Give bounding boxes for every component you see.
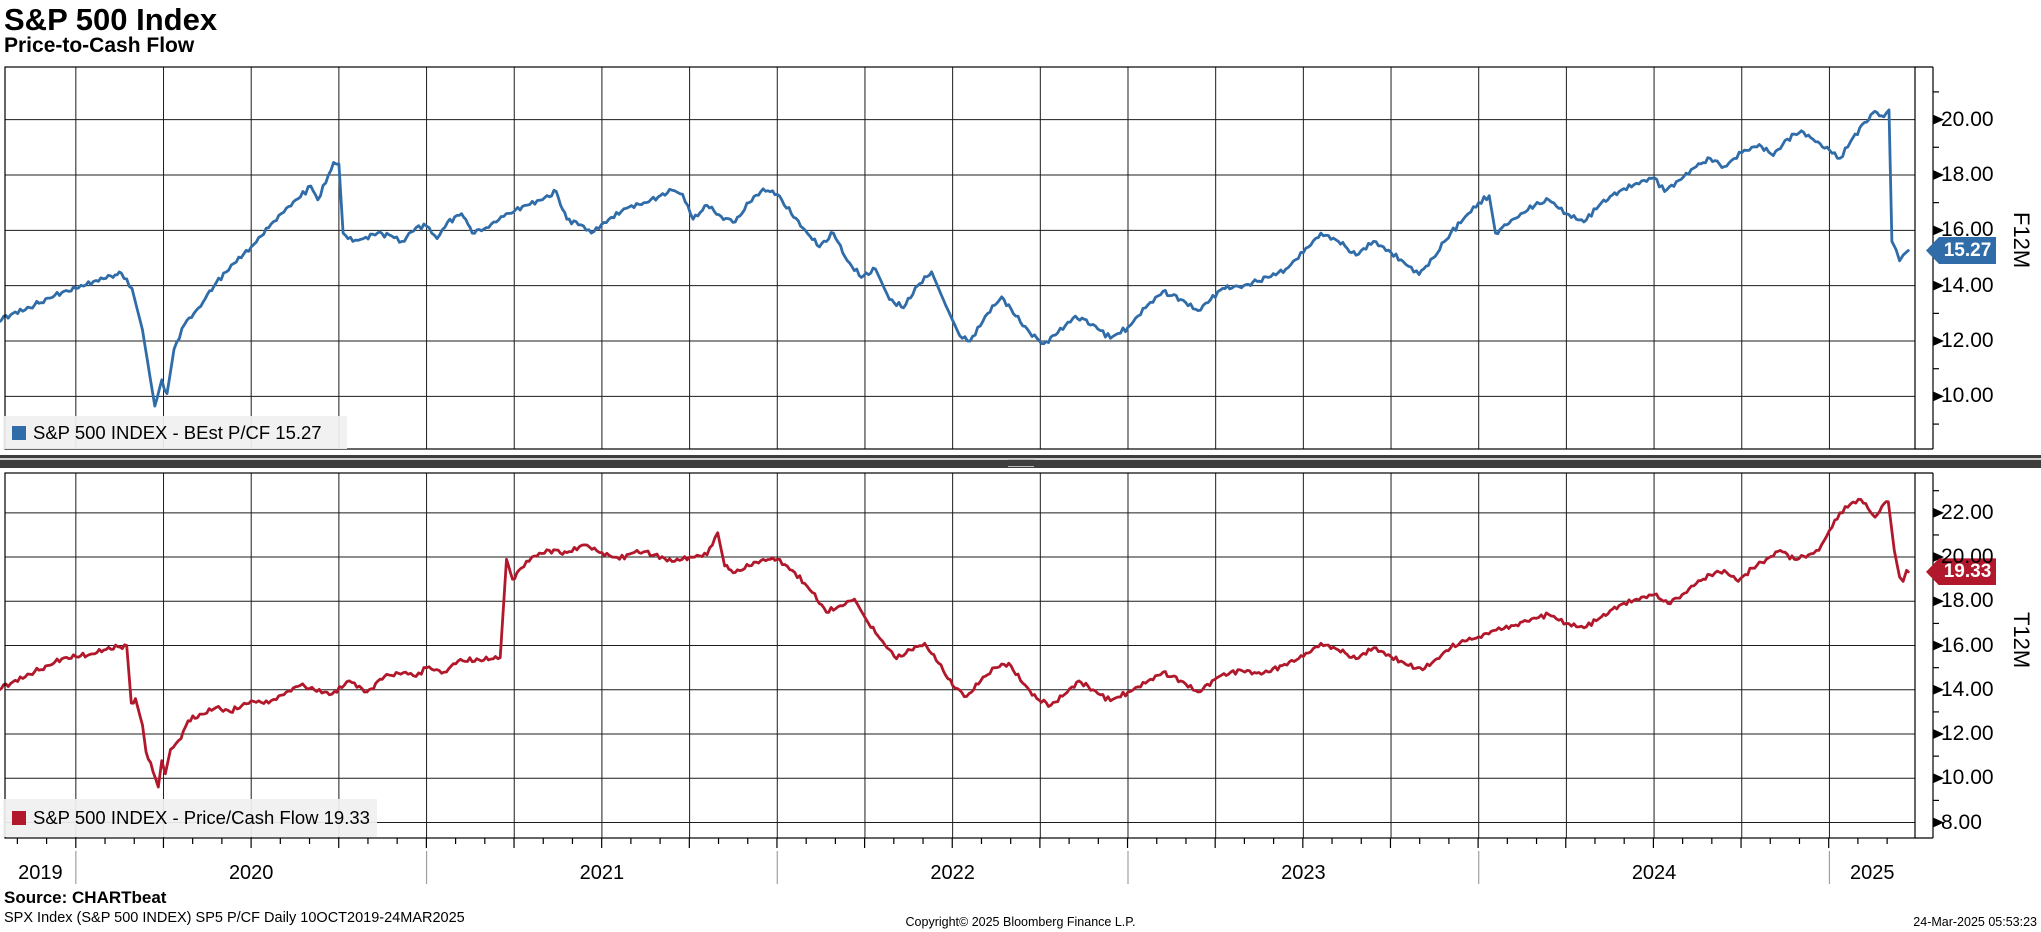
last-price-value-bottom: 19.33 <box>1943 560 1992 582</box>
legend-bottom-panel[interactable]: S&P 500 INDEX - Price/Cash Flow 19.33 <box>3 799 377 837</box>
divider-stripe <box>0 458 2041 460</box>
last-price-flag-top: 15.27 <box>1926 237 1996 265</box>
y-axis-title-top: F12M <box>2009 212 2034 269</box>
copyright-note: Copyright© 2025 Bloomberg Finance L.P. <box>905 915 1136 929</box>
major-tick-arrow-icon <box>1933 773 1944 784</box>
y-axis-label-top: 14.00 <box>1941 273 1994 297</box>
y-axis-label-top: 12.00 <box>1941 329 1994 353</box>
major-tick-arrow-icon <box>1933 817 1944 828</box>
major-tick-arrow-icon <box>1933 552 1944 563</box>
major-tick-arrow-icon <box>1933 596 1944 607</box>
x-axis-label-year: 2019 <box>18 862 63 884</box>
last-price-flag-bottom: 19.33 <box>1926 558 1996 586</box>
y-axis-label-bottom: 12.00 <box>1941 722 1994 746</box>
y-axis-label-bottom: 8.00 <box>1941 810 1982 834</box>
ticker-description: SPX Index (S&P 500 INDEX) SP5 P/CF Daily… <box>4 910 465 926</box>
panel-divider[interactable] <box>0 452 2041 470</box>
red-series-swatch-icon <box>12 811 26 825</box>
major-tick-arrow-icon <box>1933 684 1944 695</box>
major-tick-arrow-icon <box>1933 169 1944 180</box>
blue-series-swatch-icon <box>12 425 26 440</box>
legend-bottom-label: S&P 500 INDEX - Price/Cash Flow 19.33 <box>33 807 370 828</box>
x-axis-label-year: 2023 <box>1281 862 1326 884</box>
page-subtitle: Price-to-Cash Flow <box>4 34 195 57</box>
series-line-bottom <box>0 497 1910 789</box>
legend-top-panel[interactable]: S&P 500 INDEX - BEst P/CF 15.27 <box>3 416 347 449</box>
y-axis-label-bottom: 10.00 <box>1941 766 1994 790</box>
series-line-top <box>0 108 1910 408</box>
y-axis-label-bottom: 18.00 <box>1941 589 1994 613</box>
panel-frame-top <box>4 66 1916 450</box>
major-tick-arrow-icon <box>1933 336 1944 347</box>
timestamp: 24-Mar-2025 05:53:23 <box>1913 915 2037 929</box>
y-axis-label-bottom: 22.00 <box>1941 500 1994 524</box>
y-axis-label-top: 16.00 <box>1941 218 1994 242</box>
gridlines-bottom <box>5 473 1915 838</box>
y-axis-label-top: 10.00 <box>1941 384 1994 408</box>
y-axis-label-bottom: 14.00 <box>1941 677 1994 701</box>
y-axis-label-top: 18.00 <box>1941 162 1994 186</box>
y-axis-label-bottom: 16.00 <box>1941 633 1994 657</box>
y-axis-label-top: 20.00 <box>1941 107 1994 131</box>
major-tick-arrow-icon <box>1933 114 1944 125</box>
gridlines-top <box>5 67 1915 449</box>
source-note: Source: CHARTbeat <box>4 888 167 907</box>
y-axis-title-bottom: T12M <box>2009 612 2034 669</box>
last-price-value-top: 15.27 <box>1943 239 1992 261</box>
x-axis-label-year: 2024 <box>1631 862 1677 884</box>
x-axis-label-year: 2022 <box>930 862 975 884</box>
x-axis-label-year: 2021 <box>579 862 625 884</box>
major-tick-arrow-icon <box>1933 729 1944 740</box>
x-axis-label-year: 2025 <box>1849 862 1895 884</box>
page-title: S&P 500 Index <box>4 2 218 37</box>
divider-grip-icon[interactable] <box>1008 459 1034 467</box>
major-tick-arrow-icon <box>1933 391 1944 402</box>
divider-gap <box>0 452 2041 455</box>
panel-frame-bottom <box>4 472 1916 839</box>
x-axis-label-year: 2020 <box>228 862 274 884</box>
legend-top-label: S&P 500 INDEX - BEst P/CF 15.27 <box>33 421 322 443</box>
major-tick-arrow-icon <box>1933 507 1944 518</box>
y-axis-label-bottom: 20.00 <box>1941 545 1994 569</box>
major-tick-arrow-icon <box>1933 280 1944 291</box>
major-tick-arrow-icon <box>1933 640 1944 651</box>
major-tick-arrow-icon <box>1933 225 1944 236</box>
